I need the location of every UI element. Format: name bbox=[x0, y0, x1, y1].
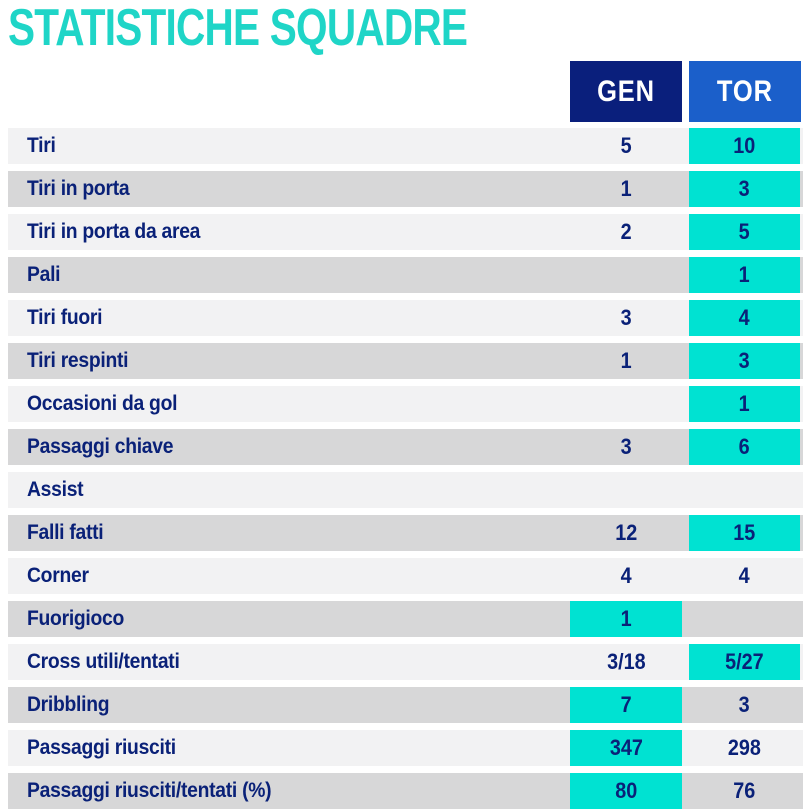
table-row: Passaggi riusciti/tentati (%) 80 76 bbox=[8, 773, 803, 809]
tor-value-cell: 15 bbox=[689, 515, 800, 551]
gen-value-cell: 3 bbox=[620, 305, 632, 330]
tor-value-cell: 5 bbox=[689, 214, 800, 250]
tor-value-cell: 10 bbox=[689, 128, 800, 164]
column-header-tor: TOR bbox=[689, 61, 801, 122]
tor-value-cell: 298 bbox=[727, 735, 762, 760]
tor-value-cell: 3 bbox=[689, 171, 800, 207]
column-header-gen-label: GEN bbox=[597, 74, 655, 108]
table-row: Fuorigioco 1 bbox=[8, 601, 803, 637]
stat-label: Corner bbox=[27, 564, 89, 587]
stat-label: Falli fatti bbox=[27, 521, 104, 544]
tor-value-cell bbox=[689, 601, 800, 637]
table-row: Corner 4 4 bbox=[8, 558, 803, 594]
table-row: Passaggi chiave 3 6 bbox=[8, 429, 803, 465]
table-row: Passaggi riusciti 347 298 bbox=[8, 730, 803, 766]
stat-label: Tiri fuori bbox=[27, 306, 103, 329]
tor-value-cell: 3 bbox=[738, 692, 751, 717]
stat-label: Pali bbox=[27, 263, 61, 286]
table-row: Tiri in porta da area 2 5 bbox=[8, 214, 803, 250]
stat-label: Cross utili/tentati bbox=[27, 650, 180, 673]
gen-value-cell: 2 bbox=[620, 219, 632, 244]
stats-table: Tiri 5 10 Tiri in porta 1 3 Tiri in port… bbox=[8, 128, 803, 810]
tor-value-cell: 4 bbox=[689, 300, 800, 336]
tor-value-cell: 3 bbox=[689, 343, 800, 379]
tor-value-cell bbox=[689, 472, 800, 508]
stat-label: Assist bbox=[27, 478, 84, 501]
stat-label: Passaggi riusciti/tentati (%) bbox=[27, 779, 272, 802]
gen-value-cell: 1 bbox=[570, 601, 682, 637]
gen-value-cell: 7 bbox=[570, 687, 682, 723]
stat-label: Fuorigioco bbox=[27, 607, 125, 630]
gen-value-cell bbox=[570, 257, 682, 293]
table-row: Cross utili/tentati 3/18 5/27 bbox=[8, 644, 803, 680]
tor-value-cell: 1 bbox=[689, 257, 800, 293]
stat-label: Tiri bbox=[27, 134, 56, 157]
page-title: STATISTICHE SQUADRE bbox=[8, 0, 468, 57]
stat-label: Passaggi chiave bbox=[27, 435, 174, 458]
gen-value-cell: 80 bbox=[570, 773, 682, 809]
table-row: Tiri fuori 3 4 bbox=[8, 300, 803, 336]
tor-value-cell: 1 bbox=[689, 386, 800, 422]
table-row: Pali 1 bbox=[8, 257, 803, 293]
table-row: Assist bbox=[8, 472, 803, 508]
table-row: Occasioni da gol 1 bbox=[8, 386, 803, 422]
stat-label: Tiri in porta bbox=[27, 177, 130, 200]
stat-label: Tiri respinti bbox=[27, 349, 129, 372]
gen-value-cell: 5 bbox=[620, 133, 632, 158]
tor-value-cell: 6 bbox=[689, 429, 800, 465]
column-header-gen: GEN bbox=[570, 61, 682, 122]
gen-value-cell bbox=[570, 472, 682, 508]
gen-value-cell: 3/18 bbox=[606, 649, 646, 674]
gen-value-cell: 4 bbox=[620, 563, 632, 588]
stat-label: Tiri in porta da area bbox=[27, 220, 201, 243]
column-header-tor-label: TOR bbox=[717, 74, 773, 108]
table-row: Dribbling 7 3 bbox=[8, 687, 803, 723]
gen-value-cell: 3 bbox=[620, 434, 632, 459]
tor-value-cell: 76 bbox=[733, 778, 756, 803]
table-row: Tiri in porta 1 3 bbox=[8, 171, 803, 207]
table-row: Tiri 5 10 bbox=[8, 128, 803, 164]
table-row: Tiri respinti 1 3 bbox=[8, 343, 803, 379]
tor-value-cell: 4 bbox=[738, 563, 751, 588]
gen-value-cell: 347 bbox=[570, 730, 682, 766]
gen-value-cell: 1 bbox=[620, 176, 632, 201]
table-row: Falli fatti 12 15 bbox=[8, 515, 803, 551]
tor-value-cell: 5/27 bbox=[689, 644, 800, 680]
gen-value-cell: 12 bbox=[614, 520, 638, 545]
gen-value-cell bbox=[570, 386, 682, 422]
gen-value-cell: 1 bbox=[620, 348, 632, 373]
stat-label: Dribbling bbox=[27, 693, 110, 716]
stat-label: Occasioni da gol bbox=[27, 392, 178, 415]
stat-label: Passaggi riusciti bbox=[27, 736, 176, 759]
